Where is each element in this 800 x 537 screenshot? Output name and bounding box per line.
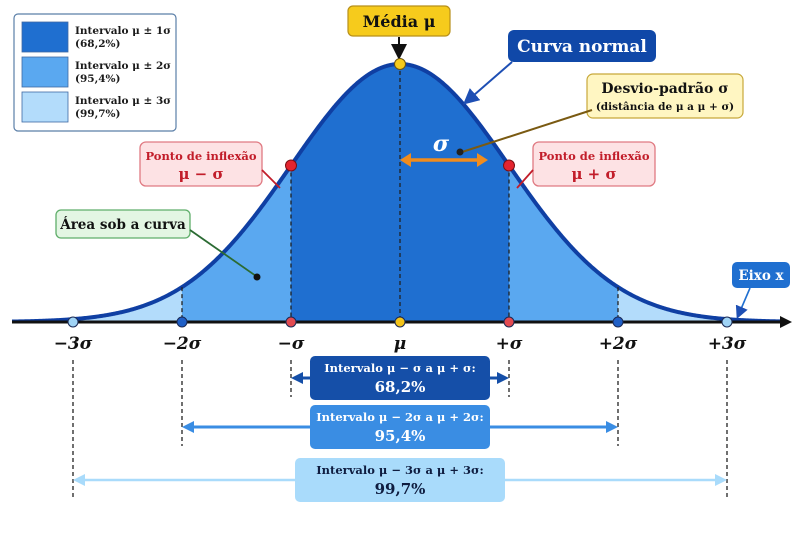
sigma-callout-subtitle: (distância de μ a μ + σ) (596, 101, 734, 113)
inflection-left-symbol: μ − σ (178, 165, 223, 183)
interval-row: Intervalo μ − σ a μ + σ: 68,2% (291, 356, 509, 400)
interval-row: Intervalo μ − 3σ a μ + 3σ: 99,7% (73, 458, 727, 502)
axis-label-box (732, 262, 790, 288)
legend-item-label: Intervalo μ ± 2σ (75, 60, 171, 72)
legend-swatch (21, 56, 69, 88)
axis-tick-dot (612, 316, 624, 328)
interval-box (310, 405, 490, 449)
interval-arrow-right-icon (497, 372, 509, 384)
interval-box (295, 458, 505, 502)
sigma-arrow-right-icon (477, 153, 488, 167)
curve-label-box (508, 30, 656, 62)
axis-tick-dot (176, 316, 188, 328)
axis-tick-label: +σ (496, 334, 523, 354)
interval-arrow-left-icon (182, 421, 194, 433)
axis-tick-dot (285, 316, 297, 328)
axis-tick-dot (721, 316, 733, 328)
sigma-callout-box (586, 73, 744, 119)
interval-value: 95,4% (375, 427, 426, 445)
inflection-right-title: Ponto de inflexão (538, 149, 649, 163)
guide-dashes (72, 64, 728, 499)
mean-label: Média μ (363, 12, 436, 31)
area-label: Área sob a curva (59, 217, 186, 233)
axis-tick-label: +2σ (599, 334, 638, 354)
axis-tick-label: −σ (278, 334, 305, 354)
legend: Intervalo μ ± 1σ(68,2%)Intervalo μ ± 2σ(… (13, 13, 177, 132)
mean-box (347, 5, 451, 37)
sigma-symbol: σ (433, 131, 450, 157)
sigma-callout-title: Desvio-padrão σ (601, 80, 728, 97)
inflection-left-callout: Ponto de inflexão μ − σ (139, 141, 281, 189)
legend-item-percent: (99,7%) (75, 108, 121, 120)
curve-pointer (462, 61, 513, 105)
mean-peak-dot (394, 58, 406, 70)
legend-item-label: Intervalo μ ± 3σ (75, 95, 171, 107)
inflection-right-callout: Ponto de inflexão μ + σ (516, 141, 656, 189)
legend-swatch (21, 21, 69, 53)
interval-row: Intervalo μ − 2σ a μ + 2σ: 95,4% (182, 405, 618, 449)
interval-arrow-left-icon (291, 372, 303, 384)
inflection-right-symbol: μ + σ (571, 165, 616, 183)
interval-box (310, 356, 490, 400)
inflection-right-box (532, 141, 656, 187)
inflection-left-box (139, 141, 263, 187)
axis-tick-dot (503, 316, 515, 328)
legend-item-label: Intervalo μ ± 1σ (75, 25, 171, 37)
interval-title: Intervalo μ − σ a μ + σ: (324, 361, 475, 375)
curve-callout: Curva normal (462, 30, 656, 105)
axis-label: Eixo x (738, 268, 784, 284)
axis-tick-label: μ (394, 334, 406, 354)
x-axis-arrow-icon (780, 316, 792, 328)
inflection-left-pointer (261, 169, 281, 189)
interval-arrow-right-icon (606, 421, 618, 433)
interval-title: Intervalo μ − 2σ a μ + 2σ: (316, 410, 483, 424)
axis-tick-dot (394, 316, 406, 328)
axis-tick-label: +3σ (708, 334, 747, 354)
curve-label: Curva normal (517, 37, 647, 57)
inflection-left-title: Ponto de inflexão (145, 149, 256, 163)
sigma-pointer-dot (456, 148, 464, 156)
axis-callout: Eixo x (732, 262, 790, 319)
interval-arrow-right-icon (715, 474, 727, 486)
area-pointer-dot (253, 273, 261, 281)
legend-swatch (21, 91, 69, 123)
sigma-callout: Desvio-padrão σ (distância de μ a μ + σ) (456, 73, 744, 156)
sigma-pointer (461, 109, 593, 153)
legend-item-percent: (68,2%) (75, 38, 121, 50)
interval-arrow-left-icon (73, 474, 85, 486)
axis-tick-label: −2σ (163, 334, 202, 354)
interval-value: 68,2% (375, 378, 426, 396)
area-callout: Área sob a curva (55, 209, 261, 281)
axis-ticks: −3σ −2σ −σ μ +σ +2σ +3σ (54, 316, 747, 354)
interval-arrows: Intervalo μ − σ a μ + σ:68,2%Intervalo μ… (73, 356, 727, 502)
sigma-arrow: σ (400, 131, 488, 167)
inflection-right-pointer (516, 169, 534, 189)
interval-value: 99,7% (375, 480, 426, 498)
mean-callout: Média μ (347, 5, 451, 60)
axis-tick-label: −3σ (54, 334, 93, 354)
area-pointer (189, 229, 257, 277)
inflection-left-dot (285, 159, 297, 172)
axis-pointer (735, 287, 751, 319)
inflection-right-dot (503, 159, 515, 172)
legend-item-percent: (95,4%) (75, 73, 121, 85)
axis-tick-dot (67, 316, 79, 328)
area-label-box (55, 209, 191, 239)
interval-title: Intervalo μ − 3σ a μ + 3σ: (316, 463, 483, 477)
sigma-arrow-left-icon (400, 153, 411, 167)
